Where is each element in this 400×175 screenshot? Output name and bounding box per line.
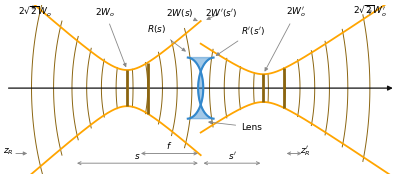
Text: $s$: $s$ xyxy=(134,152,141,161)
Polygon shape xyxy=(188,58,214,119)
Text: $R'(s')$: $R'(s')$ xyxy=(216,25,266,55)
Text: $R(s)$: $R(s)$ xyxy=(147,23,185,51)
Text: $z_R$: $z_R$ xyxy=(3,146,14,157)
Text: $2\sqrt{2}W_o$: $2\sqrt{2}W_o$ xyxy=(18,5,52,19)
Text: $2W_o$: $2W_o$ xyxy=(95,6,126,66)
Text: $2\sqrt{2}W_o'$: $2\sqrt{2}W_o'$ xyxy=(353,4,387,19)
Text: $f$: $f$ xyxy=(166,140,172,151)
Text: $2W'(s')$: $2W'(s')$ xyxy=(205,7,238,20)
Text: $s'$: $s'$ xyxy=(228,150,236,161)
Text: $z_R'$: $z_R'$ xyxy=(300,145,310,158)
Text: $2W_o'$: $2W_o'$ xyxy=(265,5,306,71)
Text: Lens: Lens xyxy=(209,121,262,132)
Text: $2W(s)$: $2W(s)$ xyxy=(166,7,197,21)
